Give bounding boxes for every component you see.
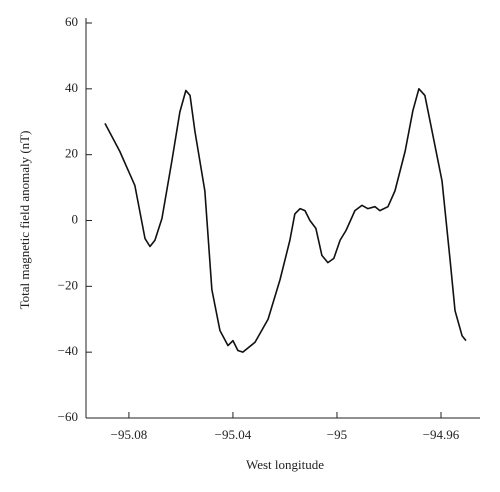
y-axis-label: Total magnetic field anomaly (nT) [17,131,32,310]
y-tick-label: −40 [58,343,78,358]
y-tick-label: 20 [65,146,78,161]
y-tick-label: −60 [58,409,78,424]
x-tick-label: −95.04 [215,427,252,442]
x-tick-label: −95.08 [111,427,148,442]
y-tick-label: 40 [65,80,78,95]
y-tick-label: −20 [58,277,78,292]
y-tick-label: 60 [65,14,78,29]
x-axis-label: West longitude [246,457,324,472]
data-line [104,88,467,353]
x-tick-label: −94.96 [423,427,460,442]
y-tick-label: 0 [72,211,79,226]
x-tick-label: −95 [327,427,347,442]
